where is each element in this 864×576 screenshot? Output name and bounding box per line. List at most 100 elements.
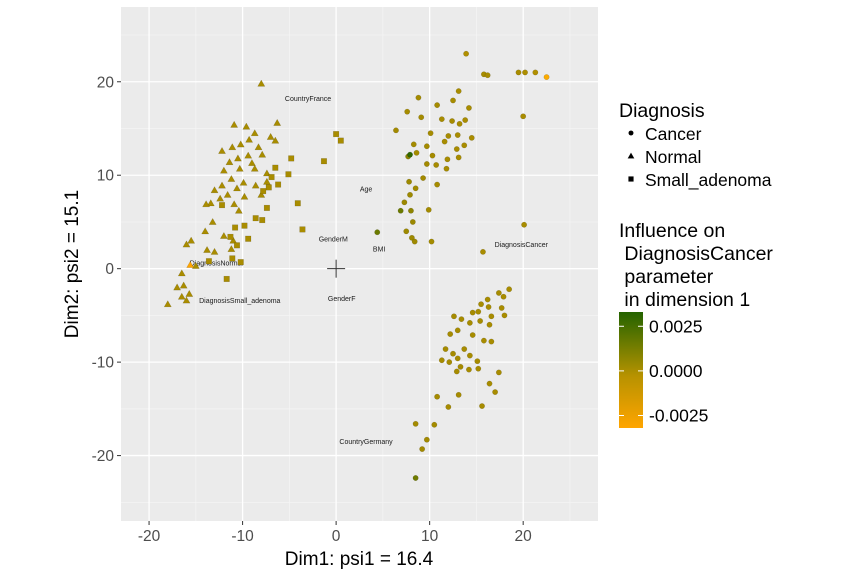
color-legend-title-line: Influence on (619, 220, 725, 242)
triangle-point (254, 143, 263, 151)
circle-point (461, 142, 468, 149)
shape-legend-label: Normal (645, 147, 701, 167)
triangle-point (186, 260, 195, 268)
circle-point (434, 102, 441, 109)
circle-point (412, 475, 419, 481)
legend-key-circle (628, 130, 634, 136)
series-small-adenoma (205, 131, 344, 282)
square-point (333, 131, 340, 138)
annotation-label: DiagnosisSmall_adenoma (199, 298, 280, 305)
circle-point (423, 161, 430, 167)
square-point (260, 188, 267, 195)
circle-point (433, 162, 440, 168)
circle-point (480, 248, 486, 255)
annotation-label: GenderF (328, 296, 356, 303)
triangle-point (177, 292, 186, 300)
legend-key-square (628, 176, 634, 182)
circle-point (458, 316, 465, 323)
circle-point (450, 350, 456, 357)
triangle-point (257, 79, 266, 87)
circle-point (404, 108, 411, 115)
circle-point (453, 146, 460, 152)
circle-point (455, 391, 462, 398)
y-axis-title: Dim2: psi2 = 15.1 (62, 190, 83, 338)
circle-point (413, 149, 420, 156)
circle-point (466, 366, 472, 373)
circle-point (466, 352, 473, 359)
circle-point (427, 130, 434, 137)
circle-point (484, 296, 491, 303)
circle-point (420, 175, 426, 181)
triangle-point (242, 122, 251, 130)
triangle-point (191, 261, 200, 269)
circle-point (425, 206, 432, 213)
color-legend-tick-label: 0.0025 (649, 316, 703, 336)
circle-point (456, 120, 463, 127)
triangle-point (234, 206, 243, 214)
triangle-point (228, 143, 237, 151)
triangle-point (203, 245, 211, 253)
circle-point (406, 178, 412, 185)
circle-point (454, 327, 461, 334)
circle-point (463, 50, 470, 57)
color-legend-bar (619, 312, 643, 428)
circle-point (434, 393, 441, 400)
circle-point (374, 229, 381, 236)
x-tick-label: -10 (231, 528, 254, 545)
triangle-point (223, 190, 232, 198)
circle-point (486, 380, 493, 387)
circle-point (442, 346, 449, 352)
triangle-point (233, 154, 242, 162)
triangle-point (250, 129, 259, 137)
x-tick-label: 10 (421, 528, 439, 545)
triangle-point (210, 186, 219, 194)
square-point (294, 200, 301, 207)
color-legend-tick-label: 0.0000 (649, 361, 703, 381)
square-point (241, 222, 248, 229)
circle-point (488, 313, 495, 320)
square-point (320, 158, 327, 165)
shape-legend: Diagnosis Cancer Normal Small_adenoma (619, 100, 772, 191)
series-cancer (374, 50, 550, 481)
square-point (219, 202, 226, 209)
triangle-point (179, 281, 188, 289)
circle-point (500, 293, 507, 300)
triangle-point (230, 120, 239, 128)
triangle-point (182, 240, 191, 248)
color-legend-title-line: parameter (619, 266, 714, 288)
annotation-label: BMI (373, 247, 386, 254)
circle-point (409, 219, 416, 225)
triangle-point (163, 300, 172, 308)
circle-point (407, 191, 413, 198)
square-point (245, 235, 252, 242)
circle-point (441, 138, 448, 145)
circle-point (455, 88, 462, 95)
square-point (233, 242, 240, 249)
circle-point (515, 69, 522, 76)
square-point (288, 155, 295, 162)
circle-point (475, 308, 482, 315)
triangle-point (227, 174, 236, 182)
circle-point (520, 113, 527, 120)
triangle-point (219, 231, 228, 239)
color-legend-title-line: DiagnosisCancer (619, 243, 773, 265)
circle-point (451, 313, 457, 320)
circle-point (532, 69, 539, 76)
square-point (229, 255, 236, 262)
square-point (205, 258, 212, 265)
circle-point (498, 305, 505, 311)
circle-point (446, 359, 453, 366)
circle-point (521, 221, 528, 228)
circle-point (438, 116, 445, 123)
y-tick-label: 20 (97, 74, 115, 91)
circle-point (468, 134, 475, 141)
circle-point (444, 156, 451, 163)
circle-point (488, 338, 495, 345)
annotation-label: DiagnosisNormal (190, 261, 244, 268)
circle-point (443, 165, 450, 172)
triangle-point (236, 140, 245, 148)
triangle-point (219, 166, 228, 174)
triangle-point (258, 150, 267, 158)
triangle-point (208, 217, 217, 225)
